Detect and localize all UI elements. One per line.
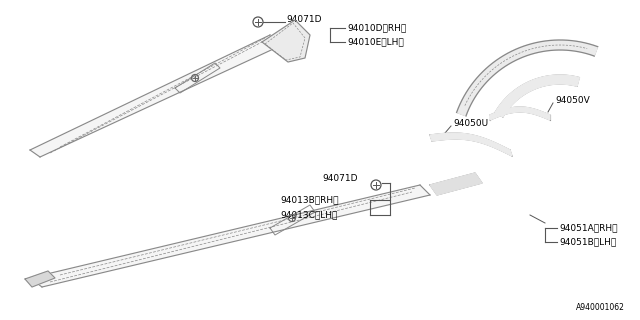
Text: 94071D: 94071D [323, 173, 358, 182]
Text: 94013C〈LH〉: 94013C〈LH〉 [280, 211, 337, 220]
Text: 94010E〈LH〉: 94010E〈LH〉 [347, 37, 404, 46]
Polygon shape [456, 40, 598, 116]
Text: 94051A〈RH〉: 94051A〈RH〉 [559, 223, 618, 233]
Text: 94013B〈RH〉: 94013B〈RH〉 [280, 196, 339, 204]
Polygon shape [430, 133, 512, 156]
Polygon shape [495, 75, 579, 117]
Polygon shape [430, 173, 482, 195]
Text: 94050V: 94050V [555, 95, 589, 105]
Polygon shape [30, 35, 282, 157]
Polygon shape [490, 107, 550, 120]
Polygon shape [262, 20, 310, 62]
Text: 94051B〈LH〉: 94051B〈LH〉 [559, 237, 616, 246]
Text: 94050U: 94050U [453, 118, 488, 127]
Text: 94010D〈RH〉: 94010D〈RH〉 [347, 23, 406, 33]
Polygon shape [25, 271, 55, 287]
Text: A940001062: A940001062 [576, 303, 625, 312]
Polygon shape [30, 185, 430, 287]
Text: 94071D: 94071D [286, 14, 321, 23]
